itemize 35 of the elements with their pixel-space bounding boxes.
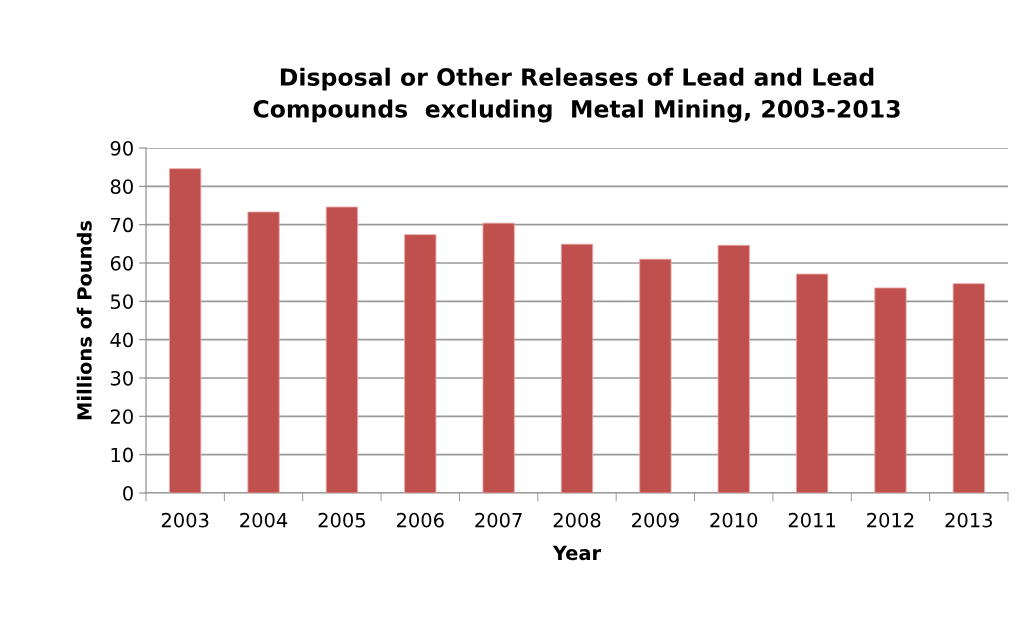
x-tick-label: 2005 <box>318 512 365 528</box>
x-tick-label: 2007 <box>475 512 522 528</box>
y-tick-label: 40 <box>110 332 133 348</box>
bar <box>169 168 202 493</box>
x-tick-label: 2003 <box>161 512 209 528</box>
x-tick-label: 2006 <box>396 512 444 528</box>
bar <box>325 206 358 493</box>
bar <box>404 234 437 493</box>
bar <box>482 222 515 493</box>
x-tick-label: 2008 <box>553 512 601 528</box>
x-tick-label: 2013 <box>945 512 992 528</box>
bar <box>717 244 750 493</box>
y-tick-label: 60 <box>110 255 133 271</box>
y-axis-title: Millions of Pounds <box>76 220 92 420</box>
bar <box>560 243 594 493</box>
x-tick-label: 2010 <box>710 512 758 528</box>
bar <box>952 283 985 493</box>
y-tick-label: 80 <box>110 179 133 194</box>
bar <box>247 211 280 493</box>
y-tick-label: 10 <box>111 447 133 463</box>
x-tick-label: 2004 <box>240 512 288 528</box>
y-tick-label: 70 <box>111 217 133 233</box>
x-tick-label: 2009 <box>632 512 679 528</box>
bar <box>796 273 829 493</box>
bar <box>874 287 907 493</box>
y-tick-label: 50 <box>110 294 133 309</box>
y-tick-label: 0 <box>123 485 133 501</box>
bar <box>639 258 672 493</box>
y-tick-label: 90 <box>110 140 133 156</box>
x-tick-label: 2012 <box>867 512 914 528</box>
chart-title: Disposal or Other Releases of Lead and Lead Compounds excluding Metal Mining, 2003-2013 <box>253 67 900 123</box>
y-tick-label: 20 <box>110 409 133 424</box>
x-axis-title: Year <box>552 545 602 561</box>
x-tick-label: 2011 <box>788 512 836 528</box>
y-tick-label: 30 <box>110 370 133 386</box>
